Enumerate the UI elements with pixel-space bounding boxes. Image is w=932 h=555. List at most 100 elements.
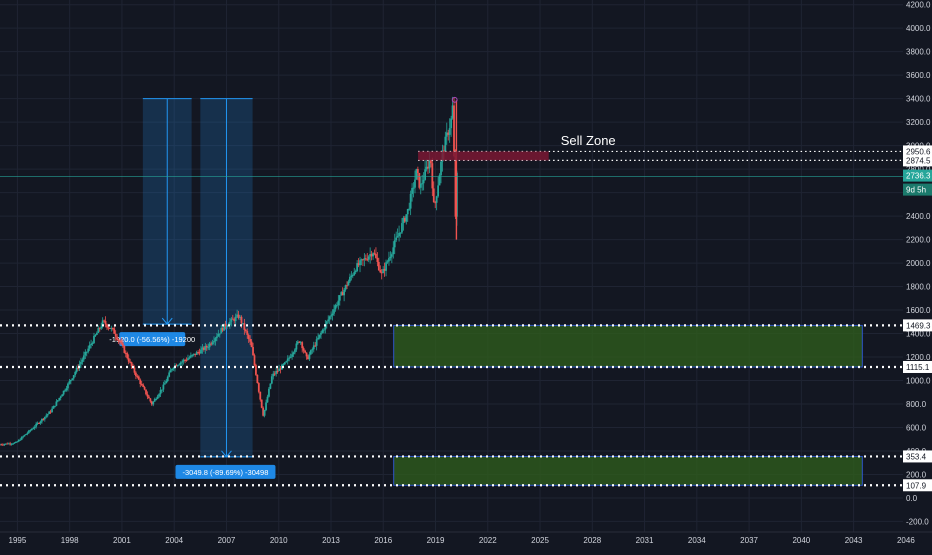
candle: [431, 163, 434, 189]
candle: [23, 434, 26, 437]
candle: [338, 295, 341, 301]
candle: [454, 156, 457, 217]
price-axis[interactable]: [903, 0, 932, 532]
candle: [13, 442, 16, 444]
measure-label: -1920.0 (-56.56%) -19200: [109, 335, 195, 344]
sell-zone-box[interactable]: [418, 151, 549, 161]
y-tick-label: 2000.0: [906, 259, 931, 268]
support-zone-box[interactable]: [393, 324, 863, 368]
time-axis[interactable]: 1995 1998 2001 2004 2007 2010 2013 2016 2019 2022…: [0, 531, 932, 545]
candle: [424, 169, 426, 180]
candle: [405, 214, 408, 222]
sell-zone-label: Sell Zone: [561, 133, 616, 148]
candle: [351, 274, 354, 276]
candle: [127, 358, 130, 362]
candle: [77, 367, 79, 369]
candle: [377, 261, 380, 271]
candle: [32, 428, 35, 430]
candle: [7, 443, 10, 445]
candle: [110, 327, 113, 329]
candle: [80, 361, 82, 365]
y-tick-label: 3200.0: [906, 118, 931, 127]
candle: [301, 342, 304, 349]
horizontal-levels[interactable]: [0, 150, 903, 487]
support-zone-box[interactable]: [393, 455, 863, 486]
candle: [270, 376, 273, 384]
sell-zone[interactable]: Sell Zone: [418, 133, 616, 161]
candle: [223, 323, 226, 331]
candle: [396, 236, 399, 238]
y-tick-label: 1600.0: [906, 306, 931, 315]
candle: [119, 340, 121, 343]
candle: [447, 132, 450, 135]
candle: [389, 256, 392, 259]
candle: [403, 217, 406, 222]
candle: [409, 193, 412, 209]
candle: [255, 365, 257, 375]
candles: [0, 96, 458, 447]
candle: [331, 313, 334, 316]
candle: [325, 321, 328, 324]
candle: [104, 320, 107, 325]
x-tick-label: 2037: [740, 536, 758, 545]
candle: [65, 388, 68, 391]
candle: [91, 343, 94, 345]
candle: [171, 368, 173, 371]
candle: [240, 316, 243, 324]
candle: [90, 343, 92, 346]
candle: [155, 398, 158, 400]
candle: [340, 292, 343, 296]
candle: [9, 443, 12, 445]
candle: [421, 183, 424, 185]
candle: [309, 350, 312, 355]
candle: [81, 359, 84, 362]
candle: [324, 323, 327, 330]
candle: [59, 396, 62, 398]
candle: [218, 333, 221, 335]
support-zones: [393, 324, 863, 486]
candle: [56, 400, 59, 402]
level-tag: 1469.3: [906, 321, 931, 330]
candle: [243, 323, 246, 330]
candle: [181, 361, 184, 363]
measure-label-bg: [175, 464, 276, 479]
candle: [152, 401, 155, 405]
candle: [149, 398, 152, 402]
candle: [322, 329, 325, 331]
candle: [1, 444, 4, 446]
candle: [292, 352, 295, 355]
candle: [247, 334, 250, 340]
candle: [197, 352, 199, 354]
candle: [283, 362, 286, 365]
candle: [67, 383, 69, 389]
candle: [187, 358, 189, 361]
countdown-tag: 9d 5h: [906, 186, 926, 195]
candle: [217, 333, 220, 337]
candle: [162, 384, 165, 390]
candle: [375, 253, 377, 258]
level-tag: 1115.1: [906, 363, 930, 372]
candle: [54, 405, 56, 407]
candle: [328, 316, 331, 320]
candle: [242, 323, 244, 325]
candle: [434, 202, 437, 204]
candle: [383, 268, 386, 271]
candle: [356, 263, 359, 272]
candle: [30, 428, 33, 431]
candle: [98, 328, 101, 330]
x-tick-label: 2004: [165, 536, 183, 545]
grid: [0, 0, 907, 532]
candle: [263, 409, 266, 416]
candle: [272, 373, 275, 377]
candle: [45, 415, 48, 417]
candle: [168, 372, 171, 377]
candle: [33, 426, 36, 429]
candle: [43, 416, 46, 420]
candle: [386, 261, 389, 263]
measure-tools[interactable]: -1920.0 (-56.56%) -19200 -3049.8 (-89.69%…: [109, 98, 276, 479]
candle: [0, 444, 3, 446]
candle: [372, 253, 374, 257]
candle: [281, 364, 283, 370]
